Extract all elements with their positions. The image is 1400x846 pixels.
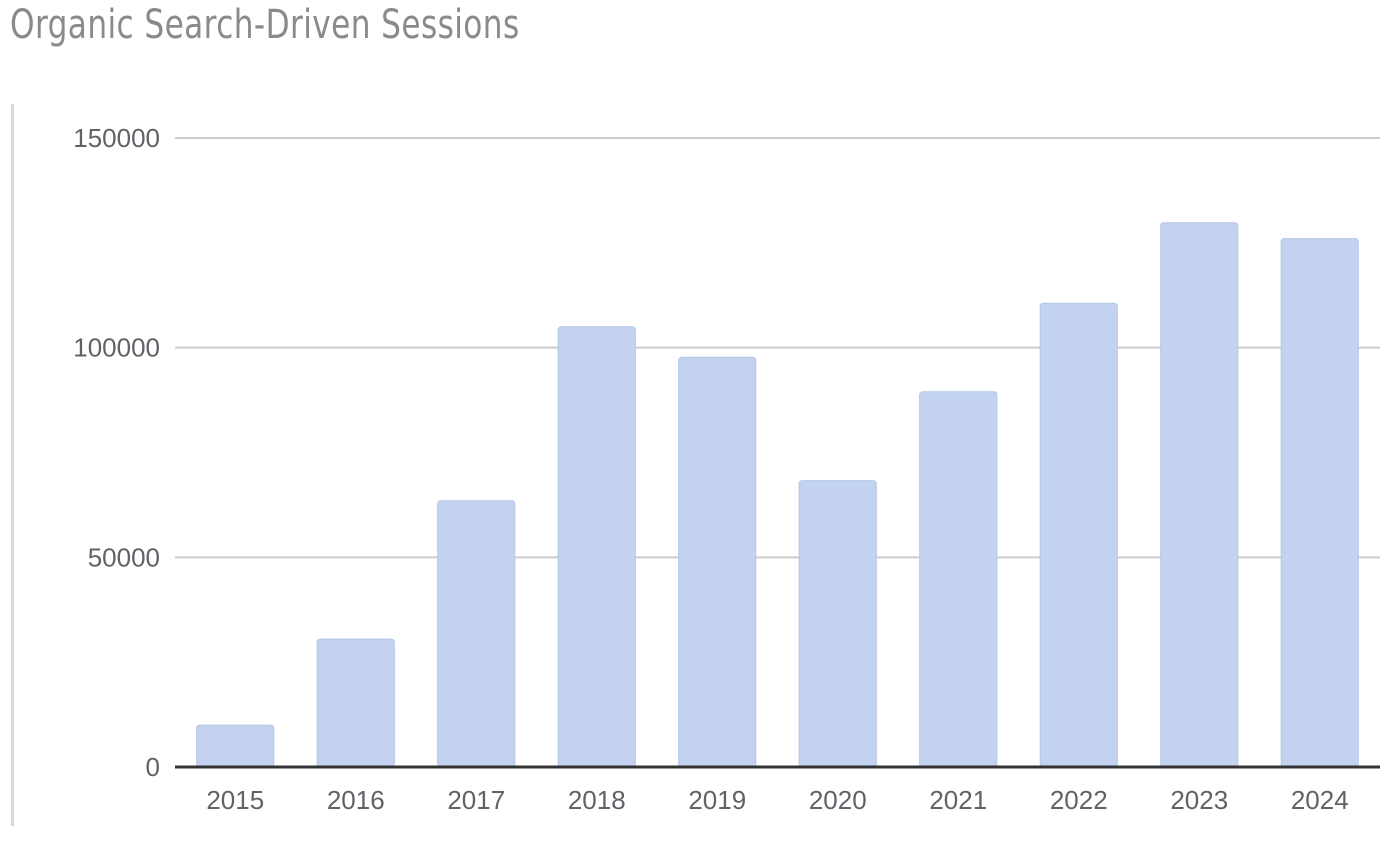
bar-2022 xyxy=(1039,302,1118,768)
x-tick-label: 2015 xyxy=(206,785,264,815)
bar-2017 xyxy=(437,500,516,768)
x-tick-label: 2021 xyxy=(929,785,987,815)
bar-2020 xyxy=(798,480,877,768)
x-tick-label: 2020 xyxy=(809,785,867,815)
x-tick-label: 2018 xyxy=(568,785,626,815)
bar-2019 xyxy=(678,356,757,768)
chart-title: Organic Search-Driven Sessions xyxy=(10,2,520,48)
bar-2021 xyxy=(919,391,998,768)
bar-2016 xyxy=(316,638,395,768)
x-tick-label: 2017 xyxy=(447,785,505,815)
bar-2024 xyxy=(1280,238,1359,768)
y-tick-label: 0 xyxy=(146,752,160,782)
x-tick-label: 2023 xyxy=(1170,785,1228,815)
x-tick-label: 2022 xyxy=(1050,785,1108,815)
x-tick-label: 2016 xyxy=(327,785,385,815)
x-axis-labels: 2015 2016 2017 2018 2019 2020 2021 2022 2023 2024 xyxy=(206,785,1348,815)
x-tick-label: 2024 xyxy=(1291,785,1349,815)
y-tick-label: 50000 xyxy=(88,542,160,572)
y-axis-labels: 0 50000 100000 150000 xyxy=(73,123,160,782)
bars xyxy=(196,222,1359,768)
x-tick-label: 2019 xyxy=(688,785,746,815)
bar-2018 xyxy=(557,326,636,768)
y-tick-label: 100000 xyxy=(73,333,160,363)
y-tick-label: 150000 xyxy=(73,123,160,153)
bar-2023 xyxy=(1160,222,1239,768)
bar-2015 xyxy=(196,724,275,768)
left-divider xyxy=(11,104,14,826)
